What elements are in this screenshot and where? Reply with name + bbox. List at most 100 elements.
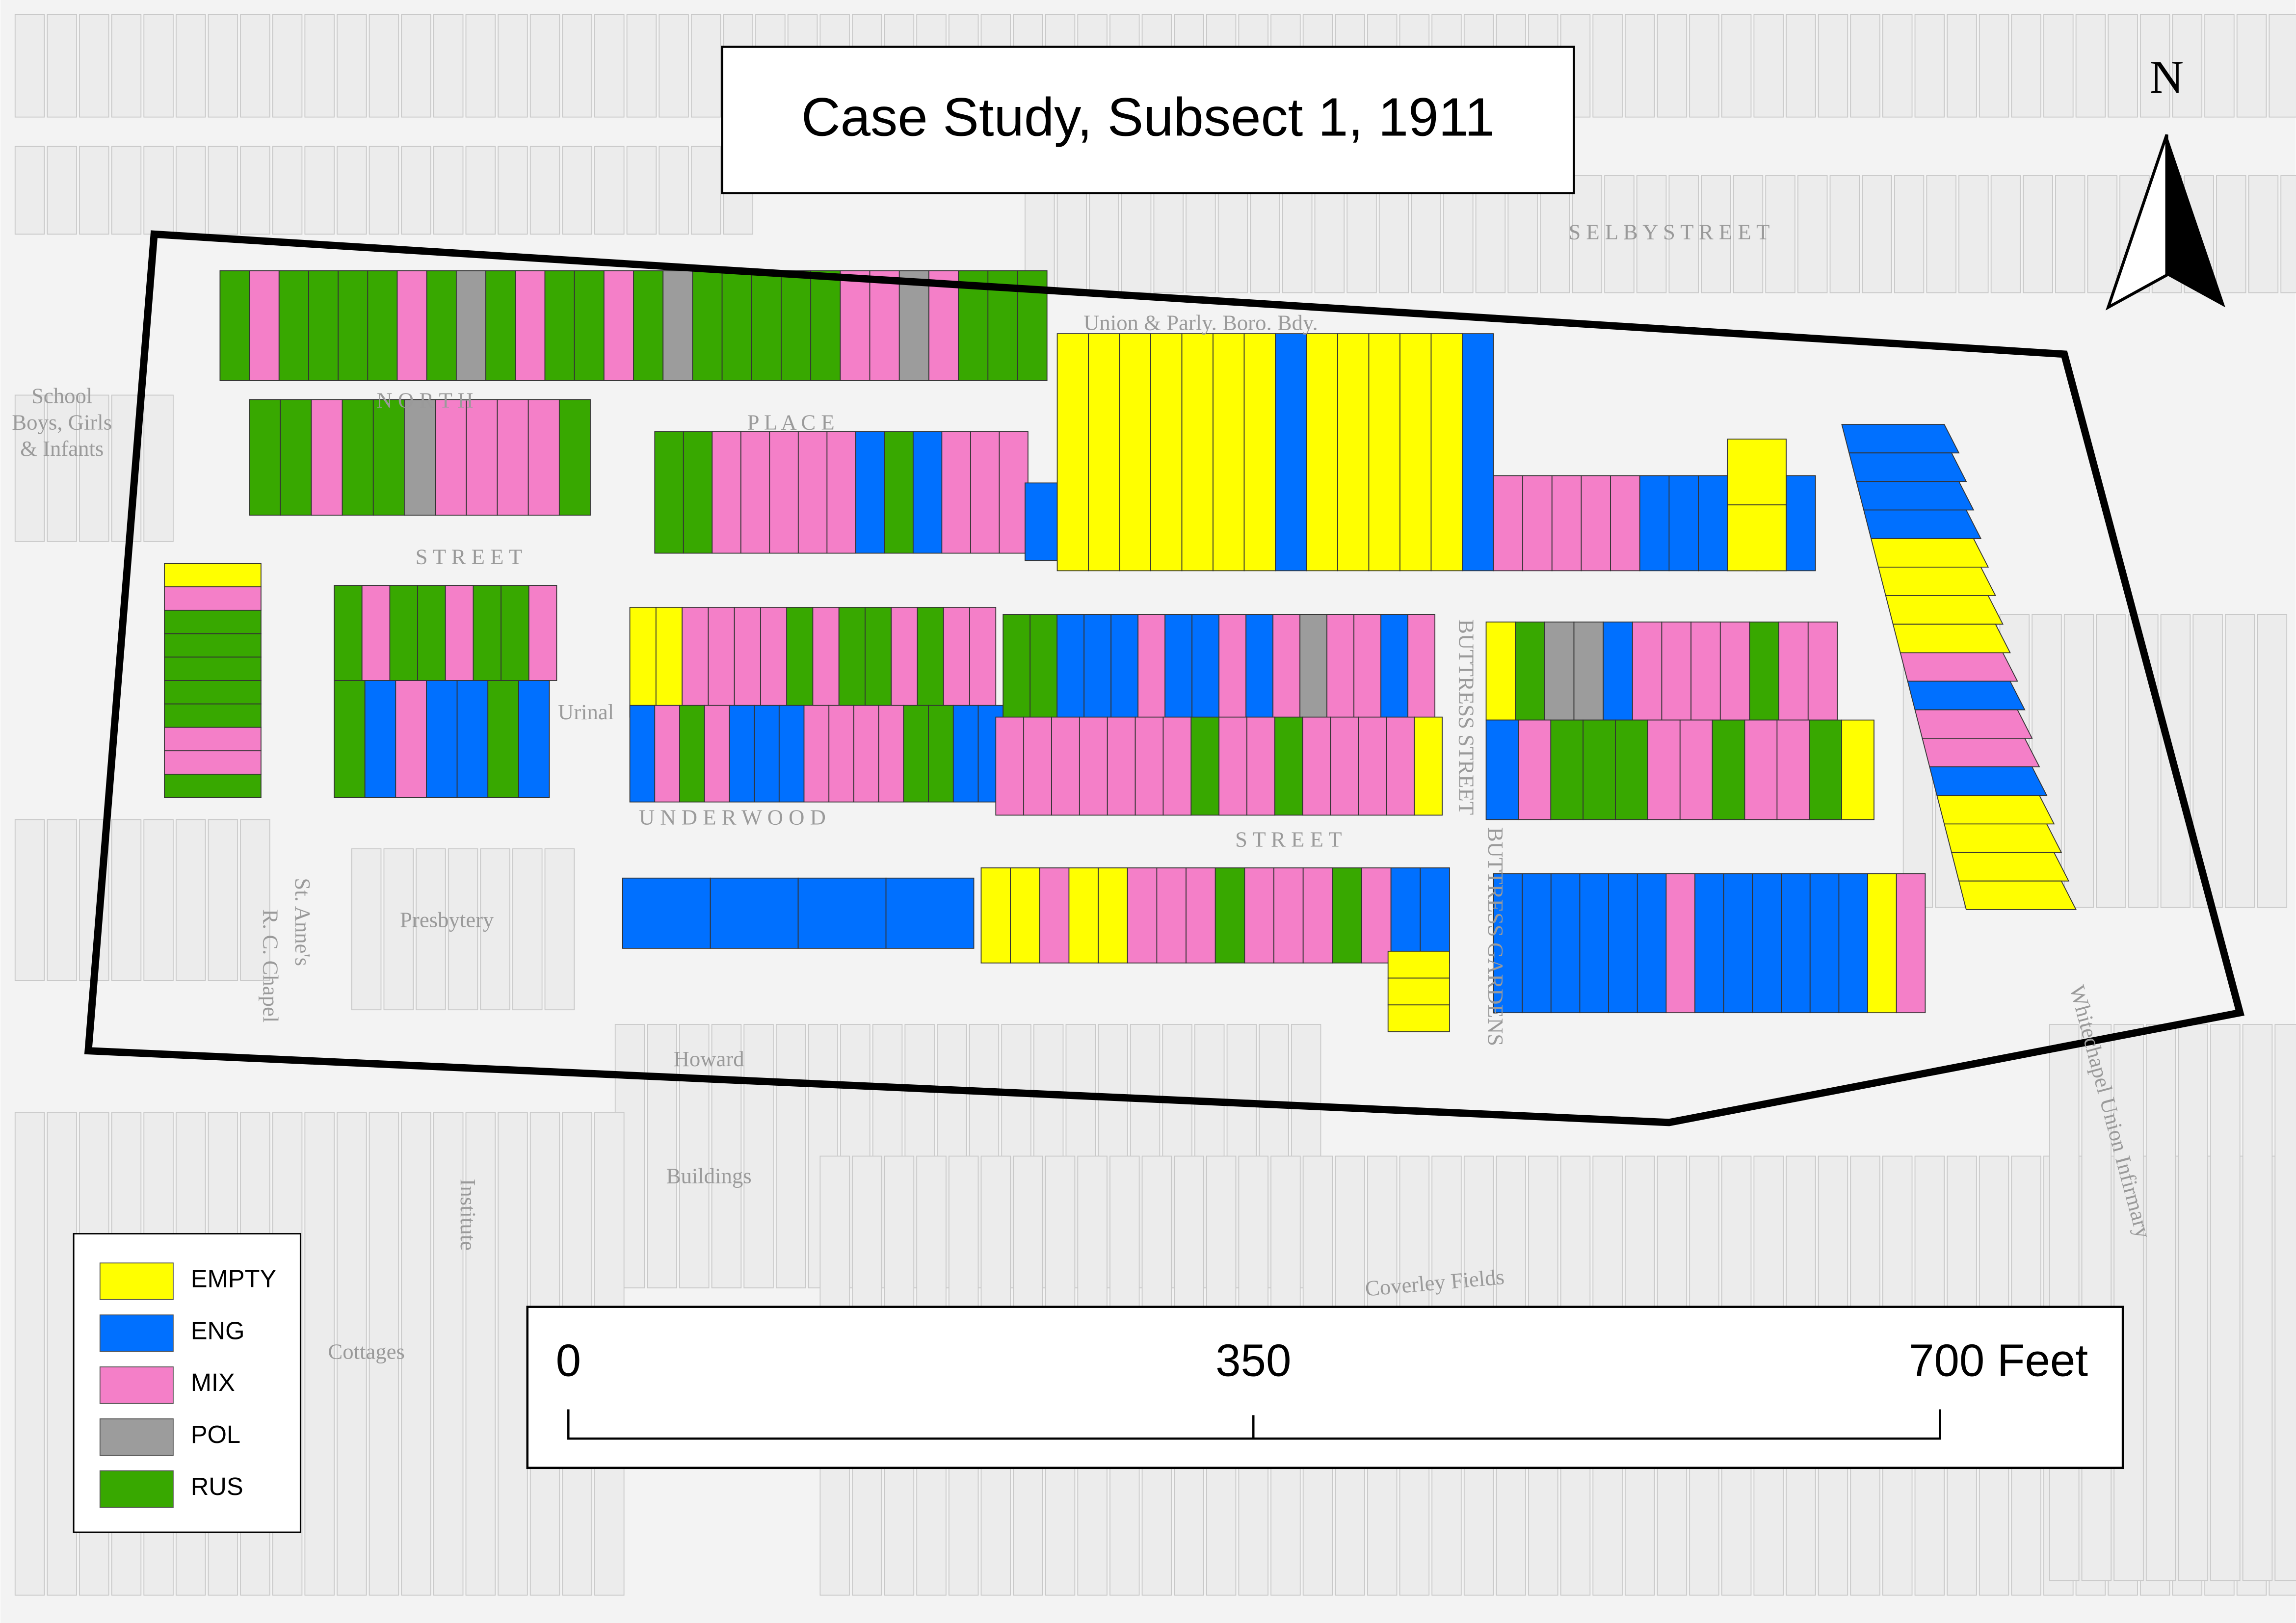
base-building bbox=[626, 146, 657, 235]
parcel bbox=[342, 399, 374, 516]
parcel bbox=[1809, 719, 1843, 820]
base-building bbox=[79, 14, 109, 118]
parcel bbox=[1337, 333, 1370, 572]
base-building bbox=[304, 146, 335, 235]
base-building bbox=[272, 14, 303, 118]
base-building bbox=[2248, 175, 2279, 293]
base-building bbox=[2257, 614, 2288, 908]
base-building bbox=[1818, 14, 1848, 118]
parcel bbox=[1493, 873, 1523, 1014]
parcel bbox=[1068, 867, 1099, 964]
parcel bbox=[435, 399, 467, 516]
parcel bbox=[1326, 614, 1355, 721]
parcel bbox=[1907, 681, 2026, 710]
parcel bbox=[884, 431, 914, 554]
scale-label: 0 bbox=[556, 1335, 581, 1386]
base-building bbox=[1882, 14, 1913, 118]
parcel bbox=[311, 399, 343, 516]
parcel bbox=[497, 399, 529, 516]
parcel bbox=[654, 705, 680, 803]
parcel bbox=[1274, 716, 1303, 816]
base-building bbox=[1443, 175, 1474, 293]
parcel bbox=[1190, 716, 1220, 816]
parcel bbox=[308, 270, 339, 381]
parcel bbox=[751, 270, 782, 381]
parcel bbox=[1414, 716, 1443, 816]
parcel bbox=[885, 877, 975, 949]
base-building bbox=[1979, 14, 2009, 118]
map-label: S T R E E T bbox=[416, 545, 523, 569]
base-building bbox=[711, 1024, 742, 1288]
parcel bbox=[1079, 716, 1108, 816]
parcel bbox=[426, 270, 457, 381]
parcel bbox=[803, 705, 830, 803]
parcel bbox=[164, 774, 262, 798]
parcel bbox=[999, 431, 1029, 554]
base-building bbox=[498, 1112, 528, 1596]
parcel bbox=[404, 399, 436, 516]
base-building bbox=[1411, 175, 1441, 293]
parcel bbox=[164, 633, 262, 658]
parcel bbox=[840, 270, 871, 381]
base-building bbox=[2178, 1024, 2208, 1581]
map-label: School bbox=[31, 384, 92, 408]
base-building bbox=[465, 1112, 496, 1596]
base-building bbox=[2087, 175, 2118, 293]
base-building bbox=[79, 146, 109, 235]
parcel bbox=[781, 270, 812, 381]
base-building bbox=[369, 1112, 399, 1596]
base-building bbox=[2023, 175, 2053, 293]
base-building bbox=[175, 819, 206, 981]
parcel bbox=[1856, 481, 1975, 511]
parcel bbox=[515, 270, 546, 381]
parcel bbox=[445, 585, 474, 681]
parcel bbox=[1387, 977, 1450, 1006]
parcel bbox=[1386, 716, 1415, 816]
base-building bbox=[111, 146, 142, 235]
parcel bbox=[810, 270, 841, 381]
parcel bbox=[164, 703, 262, 728]
parcel bbox=[487, 680, 519, 798]
parcel bbox=[1749, 621, 1780, 721]
parcel bbox=[878, 705, 904, 803]
parcel bbox=[1892, 624, 2011, 654]
legend-label: MIX bbox=[191, 1368, 235, 1396]
parcel bbox=[928, 270, 959, 381]
parcel bbox=[396, 270, 427, 381]
parcel bbox=[1665, 873, 1695, 1014]
parcel bbox=[1922, 737, 2040, 767]
base-building bbox=[143, 819, 174, 981]
base-building bbox=[562, 14, 592, 118]
parcel bbox=[1462, 333, 1494, 572]
base-building bbox=[2236, 14, 2267, 118]
parcel bbox=[917, 606, 944, 718]
base-building bbox=[562, 146, 592, 235]
base-building bbox=[1829, 175, 1860, 293]
base-building bbox=[175, 146, 206, 235]
parcel bbox=[164, 727, 262, 752]
base-building bbox=[1056, 175, 1087, 293]
parcel bbox=[1579, 873, 1610, 1014]
parcel bbox=[1639, 475, 1670, 572]
base-building bbox=[240, 819, 270, 981]
parcel bbox=[1867, 873, 1897, 1014]
parcel bbox=[712, 431, 741, 554]
parcel bbox=[278, 270, 309, 381]
parcel bbox=[485, 270, 516, 381]
parcel bbox=[943, 606, 970, 718]
base-building bbox=[2145, 1024, 2176, 1581]
parcel bbox=[1213, 333, 1245, 572]
parcel bbox=[865, 606, 892, 718]
parcel bbox=[395, 680, 427, 798]
parcel bbox=[952, 705, 979, 803]
parcel bbox=[1544, 621, 1575, 721]
base-building bbox=[1926, 175, 1956, 293]
parcel bbox=[164, 680, 262, 705]
map-label: S T R E E T bbox=[1235, 827, 1342, 851]
parcel bbox=[1191, 614, 1220, 721]
study-boundary bbox=[84, 230, 2244, 1126]
base-building bbox=[594, 146, 625, 235]
parcel bbox=[1135, 716, 1164, 816]
parcel bbox=[364, 680, 396, 798]
